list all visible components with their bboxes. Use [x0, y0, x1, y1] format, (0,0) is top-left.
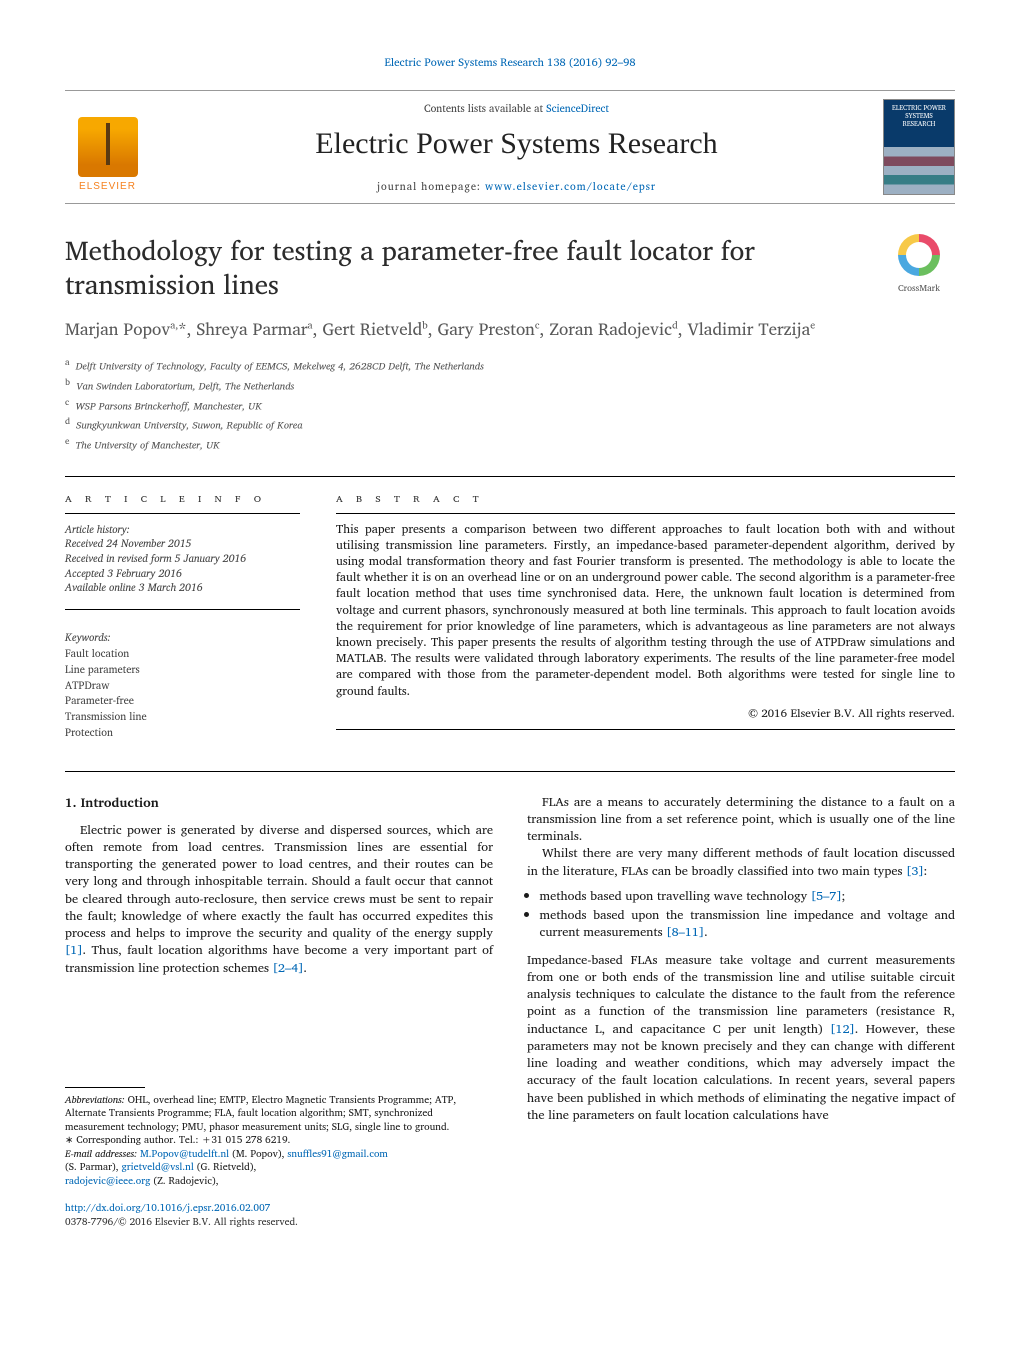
affiliation-item: a Delft University of Technology, Facult… [65, 355, 955, 375]
crossmark-label: CrossMark [898, 280, 940, 295]
journal-header: ELSEVIER Contents lists available at Sci… [65, 90, 955, 204]
article-info-column: A R T I C L E I N F O Article history: R… [65, 489, 300, 741]
sciencedirect-link[interactable]: ScienceDirect [546, 99, 609, 117]
contents-list-line: Contents lists available at ScienceDirec… [150, 99, 883, 117]
email-link[interactable]: radojevic@ieee.org [65, 1173, 150, 1189]
affiliation-item: e The University of Manchester, UK [65, 434, 955, 454]
publisher-name: ELSEVIER [79, 181, 136, 192]
intro-para-1: Electric power is generated by diverse a… [65, 822, 493, 977]
divider [336, 729, 955, 730]
keywords-list: Fault locationLine parametersATPDrawPara… [65, 646, 300, 741]
body-para-3: Whilst there are very many different met… [527, 845, 955, 880]
homepage-prefix: journal homepage: [377, 177, 485, 195]
footnotes: Abbreviations: OHL, overhead line; EMTP,… [65, 1094, 485, 1189]
divider [65, 513, 300, 514]
cite-3[interactable]: [3] [906, 861, 924, 881]
abstract-column: A B S T R A C T This paper presents a co… [336, 489, 955, 741]
article-info-heading: A R T I C L E I N F O [65, 489, 300, 507]
divider [65, 771, 955, 772]
divider [65, 609, 300, 610]
affiliation-item: d Sungkyunkwan University, Suwon, Republ… [65, 414, 955, 434]
email-link[interactable]: snuffles91@gmail.com [287, 1146, 388, 1162]
abstract-text: This paper presents a comparison between… [336, 522, 955, 700]
cite-2-4[interactable]: [2–4] [273, 958, 304, 978]
affiliation-item: b Van Swinden Laboratorium, Delft, The N… [65, 375, 955, 395]
journal-cover-thumb: ELECTRIC POWER SYSTEMS RESEARCH [883, 99, 955, 195]
cite-5-7[interactable]: [5–7] [811, 886, 842, 906]
journal-homepage-link[interactable]: www.elsevier.com/locate/epsr [485, 177, 656, 195]
divider [336, 513, 955, 514]
journal-homepage-line: journal homepage: www.elsevier.com/locat… [150, 177, 883, 195]
article-title: Methodology for testing a parameter-free… [65, 234, 883, 302]
issn-copyright: 0378-7796/© 2016 Elsevier B.V. All right… [65, 1214, 298, 1230]
author-list: Marjan Popova,*, Shreya Parmara, Gert Ri… [65, 318, 955, 342]
journal-ref-link[interactable]: Electric Power Systems Research 138 (201… [384, 53, 635, 71]
body-para-2: FLAs are a means to accurately determini… [527, 794, 955, 846]
journal-title: Electric Power Systems Research [150, 127, 883, 161]
body-two-column: 1. Introduction Electric power is genera… [65, 794, 955, 1230]
body-para-4: Impedance-based FLAs measure take voltag… [527, 952, 955, 1125]
footnote-rule [65, 1087, 145, 1088]
divider [65, 476, 955, 477]
abstract-copyright: © 2016 Elsevier B.V. All rights reserved… [336, 704, 955, 723]
crossmark-icon [898, 234, 940, 276]
abstract-heading: A B S T R A C T [336, 489, 955, 507]
keyword-item: Protection [65, 725, 300, 741]
cite-8-11[interactable]: [8–11] [666, 922, 704, 942]
journal-ref-top: Electric Power Systems Research 138 (201… [65, 50, 955, 72]
article-history: Article history: Received 24 November 20… [65, 522, 300, 595]
list-item: methods based upon travelling wave techn… [540, 888, 956, 905]
history-line: Available online 3 March 2016 [65, 580, 300, 595]
list-item: methods based upon the transmission line… [540, 907, 956, 942]
publisher-logo: ELSEVIER [65, 102, 150, 192]
affiliation-item: c WSP Parsons Brinckerhoff, Manchester, … [65, 395, 955, 415]
affiliation-list: a Delft University of Technology, Facult… [65, 355, 955, 453]
section-heading-1: 1. Introduction [65, 794, 493, 812]
crossmark-badge[interactable]: CrossMark [883, 234, 955, 295]
contents-prefix: Contents lists available at [424, 99, 546, 117]
cover-label: ELECTRIC POWER SYSTEMS RESEARCH [892, 102, 946, 129]
doi-block: http://dx.doi.org/10.1016/j.epsr.2016.02… [65, 1202, 493, 1230]
email-who: (Z. Radojevic), [150, 1173, 218, 1189]
fla-types-list: methods based upon travelling wave techn… [527, 888, 955, 942]
elsevier-tree-icon [78, 117, 138, 177]
